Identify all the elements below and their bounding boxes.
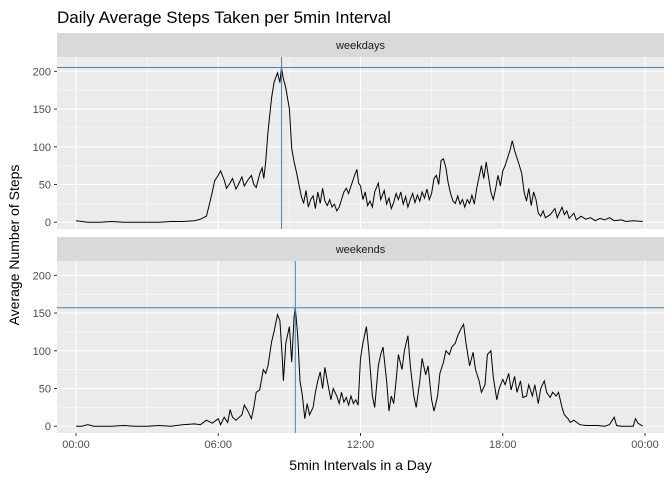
y-axis-weekdays: 0 50 100 150 200 (33, 66, 57, 229)
y-axis-title: Average Number of Steps (6, 165, 22, 326)
y-tick-label: 200 (33, 66, 51, 78)
y-tick-label: 100 (33, 346, 51, 358)
x-tick-label: 00:00 (631, 439, 659, 451)
y-tick-label: 50 (39, 179, 51, 191)
y-tick-label: 100 (33, 142, 51, 154)
strip-weekdays (57, 33, 664, 57)
y-tick-label: 50 (39, 383, 51, 395)
y-axis-weekends: 0 50 100 150 200 (33, 270, 57, 433)
chart-title: Daily Average Steps Taken per 5min Inter… (57, 8, 391, 27)
x-axis: 00:00 06:00 12:00 18:00 00:00 (62, 433, 659, 451)
y-tick-label: 0 (45, 217, 51, 229)
x-tick-label: 18:00 (489, 439, 517, 451)
strip-label-weekdays: weekdays (335, 40, 385, 52)
strip-label-weekends: weekends (335, 244, 386, 256)
panel-weekdays: weekdays 0 50 100 150 200 (33, 33, 664, 229)
gridlines-weekdays (57, 57, 664, 229)
strip-weekends (57, 237, 664, 261)
panel-weekends: weekends 0 50 100 150 200 (33, 237, 664, 433)
y-tick-label: 150 (33, 104, 51, 116)
steps-line-weekdays (75, 67, 643, 223)
x-tick-label: 06:00 (204, 439, 232, 451)
y-tick-label: 150 (33, 308, 51, 320)
y-tick-label: 0 (45, 421, 51, 433)
steps-line-weekends (76, 307, 643, 427)
gridlines-weekends (57, 261, 664, 433)
x-tick-label: 00:00 (62, 439, 90, 451)
y-tick-label: 200 (33, 270, 51, 282)
x-axis-title: 5min Intervals in a Day (289, 457, 431, 473)
x-tick-label: 12:00 (347, 439, 375, 451)
